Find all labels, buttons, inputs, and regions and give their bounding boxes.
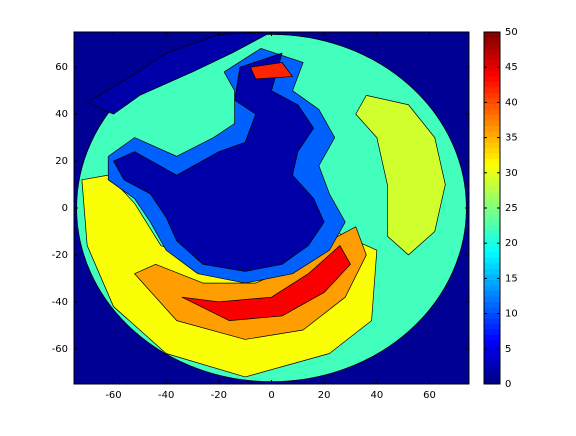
x-tick-label: -20 — [211, 390, 227, 401]
colorbar-swatch — [484, 356, 500, 363]
x-tick-label: -40 — [158, 390, 174, 401]
colorbar-swatch — [484, 351, 500, 357]
colorbar-swatch — [484, 340, 500, 346]
colorbar-swatch — [484, 312, 500, 319]
colorbar-swatch — [484, 180, 500, 187]
x-tick-label: 0 — [268, 390, 274, 401]
colorbar-swatch — [484, 213, 500, 220]
colorbar-swatch — [484, 257, 500, 264]
colorbar-swatch — [484, 268, 500, 275]
colorbar-swatch — [484, 323, 500, 330]
colorbar-swatch — [484, 153, 500, 159]
colorbar-tick-label: 35 — [505, 133, 518, 144]
x-tick-label: 20 — [318, 390, 331, 401]
colorbar-swatch — [484, 235, 500, 242]
colorbar-swatch — [484, 252, 500, 258]
colorbar-swatch — [484, 296, 500, 302]
y-tick-label: -60 — [52, 344, 68, 355]
colorbar-swatch — [484, 114, 500, 121]
contour-region — [181, 245, 351, 321]
contour-region — [355, 95, 446, 256]
plot-area — [74, 32, 469, 384]
colorbar-swatch — [484, 32, 500, 38]
contour-region — [86, 32, 272, 115]
colorbar-swatch — [484, 263, 500, 269]
colorbar-swatch — [484, 285, 500, 291]
colorbar-swatch — [484, 169, 500, 176]
colorbar-swatch — [484, 230, 500, 236]
colorbar-swatch — [484, 109, 500, 115]
colorbar-tick-label: 45 — [505, 62, 518, 73]
colorbar-swatch — [484, 307, 500, 313]
y-tick-label: 60 — [55, 62, 68, 73]
colorbar-swatch — [484, 246, 500, 253]
colorbar-tick-label: 20 — [505, 238, 518, 249]
colorbar-swatch — [484, 147, 500, 154]
colorbar-tick-label: 30 — [505, 168, 518, 179]
colorbar-swatch — [484, 378, 500, 385]
colorbar-swatch — [484, 103, 500, 110]
colorbar-swatch — [484, 158, 500, 165]
colorbar-swatch — [484, 186, 500, 192]
colorbar-swatch — [484, 318, 500, 324]
colorbar-tick-label: 25 — [505, 203, 518, 214]
colorbar-swatch — [484, 136, 500, 143]
colorbar-swatch — [484, 362, 500, 368]
colorbar-tick-label: 10 — [505, 309, 518, 320]
colorbar-tick-label: 0 — [505, 379, 511, 390]
colorbar-swatch — [484, 48, 500, 55]
colorbar-swatch — [484, 81, 500, 88]
colorbar-swatch — [484, 345, 500, 352]
colorbar-swatch — [484, 175, 500, 181]
x-tick-label: 60 — [423, 390, 436, 401]
colorbar-swatch — [484, 329, 500, 335]
colorbar-swatch — [484, 274, 500, 280]
colorbar-swatch — [484, 334, 500, 341]
y-tick-label: 40 — [55, 109, 68, 120]
colorbar-swatch — [484, 37, 500, 44]
colorbar-swatch — [484, 301, 500, 308]
colorbar-swatch — [484, 142, 500, 148]
colorbar-swatch — [484, 208, 500, 214]
colorbar-swatch — [484, 290, 500, 297]
colorbar-tick-label: 15 — [505, 273, 518, 284]
colorbar-swatch — [484, 98, 500, 104]
colorbar-tick-label: 5 — [505, 344, 511, 355]
colorbar-tick-label: 40 — [505, 97, 518, 108]
colorbar-swatch — [484, 279, 500, 286]
colorbar-swatch — [484, 164, 500, 170]
colorbar-swatch — [484, 92, 500, 99]
colorbar-tick-label: 50 — [505, 27, 518, 38]
colorbar-swatch — [484, 59, 500, 66]
colorbar-swatch — [484, 202, 500, 209]
y-tick-label: -40 — [52, 297, 68, 308]
y-tick-label: 0 — [62, 203, 68, 214]
colorbar-swatch — [484, 43, 500, 49]
colorbar-swatch — [484, 191, 500, 198]
colorbar-swatch — [484, 367, 500, 374]
colorbar-swatch — [484, 120, 500, 126]
colorbar: 0 5 10 15 20 25 30 35 40 45 50 — [483, 27, 518, 390]
colorbar-swatch — [484, 87, 500, 93]
colorbar-swatch — [484, 70, 500, 77]
colorbar-swatch — [484, 76, 500, 82]
x-tick-label: -60 — [105, 390, 121, 401]
y-tick-label: 20 — [55, 156, 68, 167]
colorbar-swatch — [484, 219, 500, 225]
axes: -60 -40 -20 0 20 40 60 -60 -40 -20 0 20 40 60 0 5 10 15 20… — [52, 27, 518, 401]
colorbar-swatch — [484, 125, 500, 132]
colorbar-swatch — [484, 65, 500, 71]
contour-region — [134, 226, 367, 340]
y-tick-label: -20 — [52, 250, 68, 261]
colorbar-swatch — [484, 54, 500, 60]
contour-region — [250, 62, 293, 80]
colorbar-swatch — [484, 224, 500, 231]
colorbar-swatch — [484, 241, 500, 247]
colorbar-swatch — [484, 197, 500, 203]
colorbar-swatch — [484, 373, 500, 379]
contour-region — [113, 52, 325, 272]
colorbar-swatch — [484, 131, 500, 137]
x-tick-label: 40 — [370, 390, 383, 401]
